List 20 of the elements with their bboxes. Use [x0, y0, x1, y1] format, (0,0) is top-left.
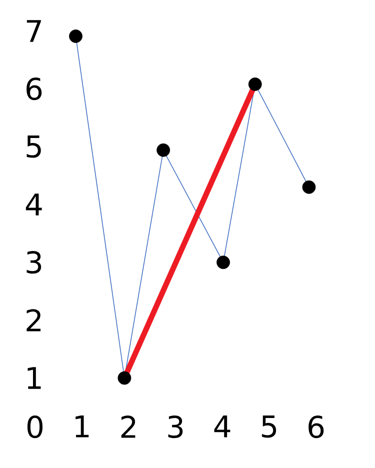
point [248, 78, 262, 91]
y-tick-label: 1 [28, 367, 41, 389]
x-tick-label: 6 [308, 416, 324, 438]
x-tick-label: 2 [121, 416, 136, 438]
y-tick-label: 7 [26, 20, 41, 42]
y-tick-label: 3 [26, 251, 42, 274]
x-tick-label: 1 [76, 416, 89, 438]
point [118, 371, 132, 385]
x-tick-label: 4 [214, 416, 230, 438]
y-tick-label: 2 [26, 309, 40, 332]
point [216, 256, 230, 270]
point [69, 30, 82, 43]
point [156, 143, 170, 157]
x-tick-label: 5 [262, 416, 276, 438]
y-tick-label: 4 [26, 194, 42, 216]
point [302, 180, 316, 194]
y-tick-label: 5 [26, 136, 41, 158]
y-tick-label: 6 [26, 78, 42, 100]
x-tick-label: 3 [168, 416, 183, 438]
x-tick-label: 0 [27, 416, 43, 438]
